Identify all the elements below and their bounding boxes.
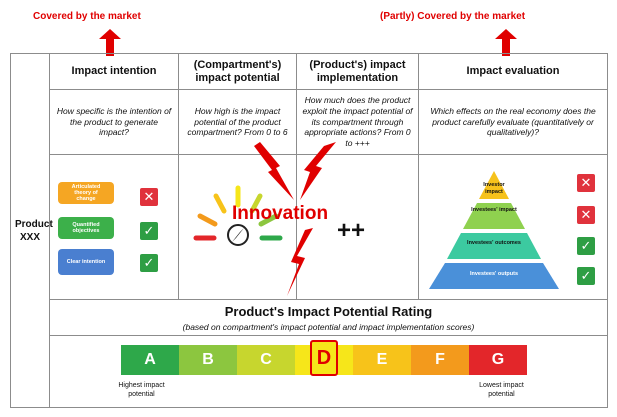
pyramid-label: Investor impact bbox=[483, 182, 505, 195]
lowest-potential-label: Lowest impact potential bbox=[479, 382, 524, 399]
header-impact-potential: (Compartment's) impact potential bbox=[178, 53, 297, 90]
pyramid-level-investees-outcomes bbox=[447, 233, 541, 259]
intention-item-quantified-objectives: Quantified objectives bbox=[58, 217, 114, 239]
cross-icon: ✕ bbox=[577, 206, 595, 224]
up-arrow-right-icon bbox=[495, 29, 517, 56]
evaluation-content: Investor impact Investees' impact Invest… bbox=[418, 154, 608, 300]
question-evaluation: Which effects on the real economy does t… bbox=[418, 89, 608, 155]
rating-subtitle: (based on compartment's impact potential… bbox=[182, 322, 475, 332]
intention-content: Articulated theory of change Quantified … bbox=[49, 154, 179, 300]
check-icon: ✓ bbox=[140, 254, 158, 272]
intention-item-clear-intention: Clear intention bbox=[58, 249, 114, 275]
pyramid-level-investees-outputs bbox=[429, 263, 559, 289]
header-impact-evaluation: Impact evaluation bbox=[418, 53, 608, 90]
header-impact-implementation: (Product's) impact implementation bbox=[296, 53, 419, 90]
pyramid-label: Investees' impact bbox=[471, 207, 517, 213]
grade-b: B bbox=[179, 345, 237, 375]
grade-a: A bbox=[121, 345, 179, 375]
intention-item-theory-of-change: Articulated theory of change bbox=[58, 182, 114, 204]
up-arrow-left-icon bbox=[99, 29, 121, 56]
cross-icon: ✕ bbox=[577, 174, 595, 192]
row-label: Product XXX bbox=[15, 218, 53, 243]
covered-label-left: Covered by the market bbox=[33, 11, 141, 22]
check-icon: ✓ bbox=[577, 237, 595, 255]
highest-potential-label: Highest impact potential bbox=[118, 382, 165, 399]
implementation-score: ++ bbox=[337, 217, 366, 244]
pyramid-label: Investees' outputs bbox=[469, 271, 519, 277]
rating-title: Product's Impact Potential Rating bbox=[224, 304, 433, 319]
check-icon: ✓ bbox=[577, 267, 595, 285]
grade-f: F bbox=[411, 345, 469, 375]
lightning-bolt-top-icon bbox=[254, 142, 336, 200]
grade-e: E bbox=[353, 345, 411, 375]
pyramid-level-investor-impact bbox=[479, 171, 509, 199]
grade-d: D bbox=[295, 340, 353, 376]
selected-grade-frame: D bbox=[310, 340, 338, 376]
pyramid-label: Investees' outcomes bbox=[467, 240, 521, 246]
potential-gauge bbox=[193, 185, 283, 246]
check-icon: ✓ bbox=[140, 222, 158, 240]
evaluation-pyramid bbox=[429, 171, 559, 289]
row-label-cell: Product XXX bbox=[10, 53, 53, 408]
grade-c: C bbox=[237, 345, 295, 375]
question-intention: How specific is the intention of the pro… bbox=[49, 89, 179, 155]
innovation-label: Innovation bbox=[232, 203, 329, 224]
grade-g: G bbox=[469, 345, 527, 375]
rating-scale-cell bbox=[49, 335, 608, 408]
cross-icon: ✕ bbox=[140, 188, 158, 206]
rating-title-cell: Product's Impact Potential Rating (based… bbox=[49, 299, 608, 336]
covered-label-right: (Partly) Covered by the market bbox=[380, 11, 526, 22]
lightning-bolt-bottom-icon bbox=[287, 228, 313, 296]
pyramid-level-investees-impact bbox=[463, 203, 525, 229]
header-impact-intention: Impact intention bbox=[49, 53, 179, 90]
